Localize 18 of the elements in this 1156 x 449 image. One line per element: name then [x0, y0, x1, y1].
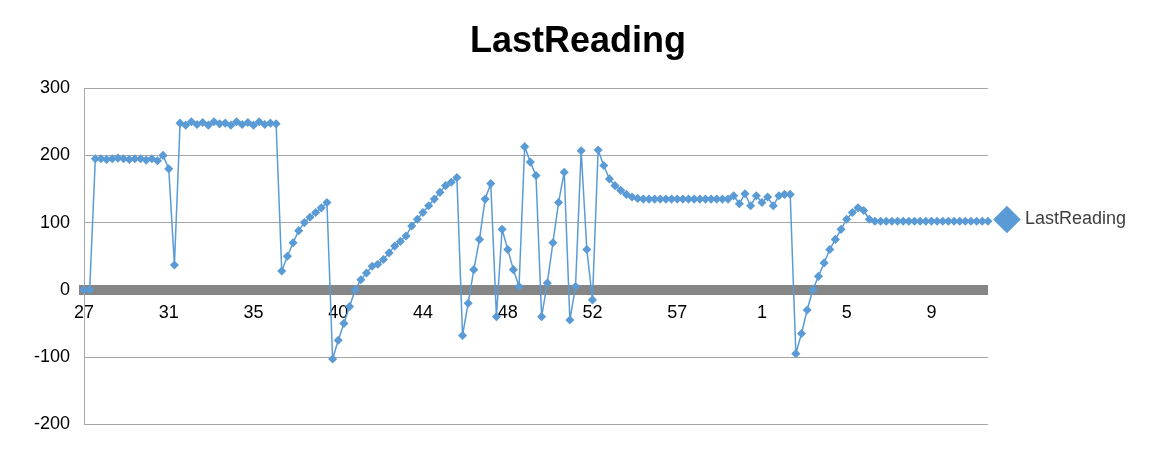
- x-tick-label: 35: [243, 301, 264, 322]
- x-tick-label: 57: [667, 301, 688, 322]
- x-tick-label: 27: [74, 301, 95, 322]
- legend-label: LastReading: [1024, 208, 1126, 229]
- y-tick-label: 300: [39, 77, 71, 98]
- x-tick-label: 9: [926, 301, 937, 322]
- x-tick-label: 44: [412, 301, 433, 322]
- x-tick-label: 1: [756, 301, 767, 322]
- x-tick-label: 31: [158, 301, 179, 322]
- x-tick-label: 5: [841, 301, 852, 322]
- chart-title: LastReading: [469, 18, 687, 60]
- y-tick-label: -200: [34, 413, 71, 434]
- x-tick-label: 52: [582, 301, 603, 322]
- y-tick-label: 100: [39, 211, 71, 232]
- y-tick-label: -100: [34, 345, 71, 366]
- x-tick-label: 48: [497, 301, 518, 322]
- y-tick-label: 0: [60, 278, 71, 299]
- y-tick-label: 200: [39, 144, 71, 165]
